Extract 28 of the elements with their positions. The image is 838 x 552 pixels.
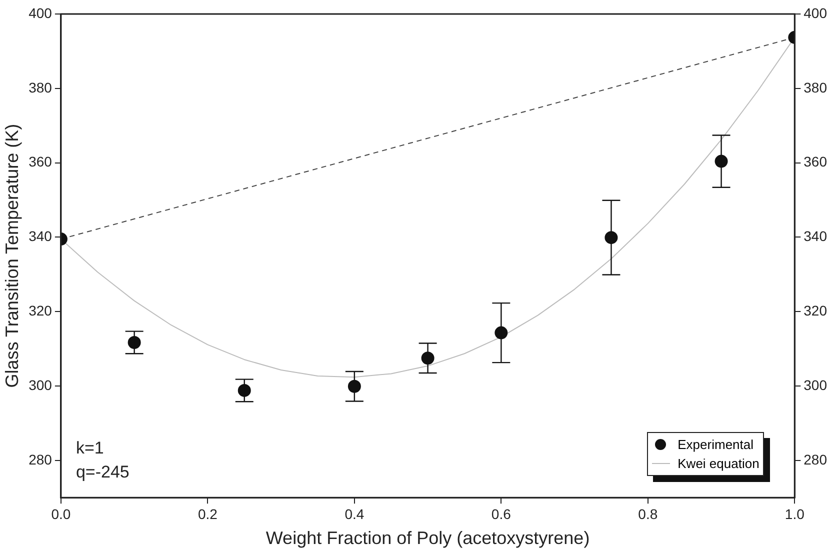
x-axis-title: Weight Fraction of Poly (acetoxystyrene)	[266, 528, 590, 548]
y-tick-label: 320	[28, 302, 52, 318]
annotation: k=1	[76, 438, 104, 458]
x-tick-label: 0.6	[491, 506, 512, 522]
legend-label: Kwei equation	[678, 454, 760, 473]
y2-tick-label: 360	[804, 154, 828, 170]
y2-tick-label: 400	[804, 4, 828, 21]
annotation: q=-245	[76, 462, 130, 482]
x-tick-label: 0.4	[344, 506, 364, 522]
y2-tick-label: 280	[804, 451, 828, 468]
x-tick-label: 0.2	[198, 506, 218, 522]
point	[348, 380, 361, 393]
y-tick-label: 360	[28, 154, 52, 170]
y2-tick-label: 380	[804, 79, 828, 96]
x-tick-label: 1.0	[784, 506, 805, 522]
y-tick-label: 340	[28, 228, 52, 244]
y-axis-title: Glass Transition Temperature (K)	[2, 124, 22, 388]
y2-tick-label: 300	[804, 376, 828, 393]
y2-tick-label: 340	[804, 228, 828, 244]
y-tick-label: 300	[28, 376, 52, 393]
x-tick-label: 0.0	[51, 506, 71, 522]
legend-label: Experimental	[678, 436, 754, 454]
y-tick-label: 380	[28, 79, 52, 96]
y2-tick-label: 320	[804, 302, 828, 318]
y-tick-label: 280	[28, 451, 52, 468]
point	[238, 384, 251, 397]
x-tick-label: 0.8	[638, 506, 658, 522]
y-tick-label: 400	[28, 4, 52, 21]
